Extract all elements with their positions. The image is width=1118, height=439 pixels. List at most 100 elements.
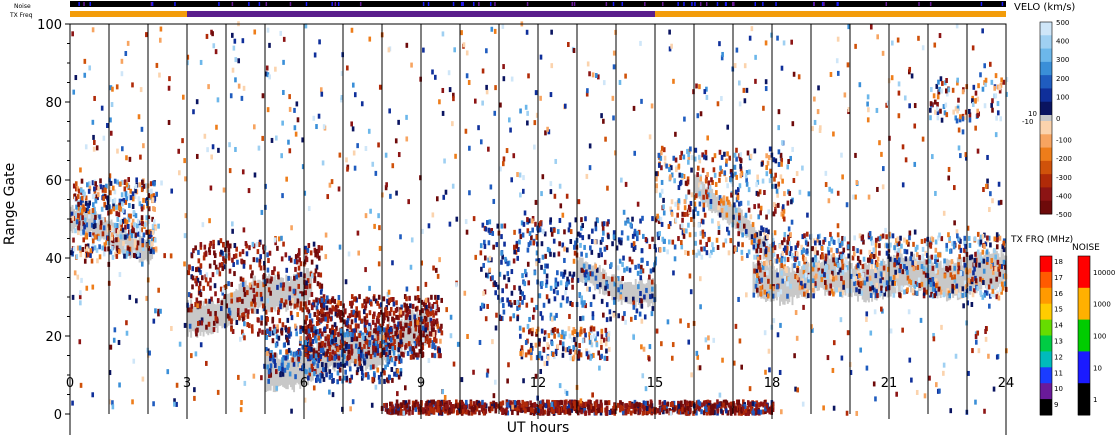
ground-scatter-cell: [723, 199, 726, 220]
velocity-point: [103, 242, 107, 248]
velocity-point: [512, 313, 516, 319]
velocity-point: [938, 86, 941, 92]
velocity-point: [912, 266, 916, 272]
velocity-point: [304, 351, 308, 357]
velocity-point: [486, 273, 490, 279]
velocity-point: [557, 407, 561, 413]
velocity-point: [530, 342, 533, 348]
velocity-point: [349, 324, 352, 330]
velocity-point: [528, 406, 532, 412]
velocity-point: [759, 205, 763, 211]
velocity-point: [957, 262, 960, 268]
velocity-point: [753, 401, 757, 407]
velocity-point: [363, 335, 367, 341]
velocity-point: [657, 152, 661, 158]
velocity-point: [85, 246, 89, 252]
velocity-point: [194, 302, 197, 308]
velocity-point: [618, 258, 622, 264]
velocity-point: [260, 296, 264, 302]
velocity-point: [187, 292, 191, 298]
velocity-point: [299, 305, 302, 311]
velocity-point: [428, 338, 432, 344]
velocity-point: [540, 355, 544, 361]
velocity-point: [807, 191, 811, 197]
velocity-point: [231, 328, 235, 334]
velocity-point: [534, 221, 537, 227]
velocity-point: [998, 85, 1001, 91]
velocity-point: [281, 357, 284, 363]
velocity-point: [516, 255, 520, 261]
velocity-point: [318, 328, 322, 334]
velocity-point: [108, 399, 112, 405]
velocity-point: [908, 278, 911, 284]
velocity-point: [951, 283, 954, 289]
velocity-point: [900, 262, 904, 268]
velocity-point: [128, 203, 131, 209]
velocity-point: [821, 268, 824, 274]
velocity-point: [306, 307, 309, 313]
ground-scatter-cell: [577, 260, 579, 278]
velocity-point: [424, 316, 428, 322]
velocity-point: [274, 326, 278, 332]
velocity-point: [339, 300, 342, 306]
velocity-point: [408, 295, 411, 301]
velocity-point: [442, 406, 446, 412]
velocity-point: [722, 200, 725, 206]
velocity-point: [735, 147, 738, 153]
velocity-point: [619, 284, 623, 290]
velocity-point: [538, 227, 542, 233]
velocity-point: [208, 243, 212, 249]
velocity-point: [227, 255, 231, 261]
ground-scatter-cell: [970, 255, 973, 292]
velocity-point: [124, 199, 128, 205]
velocity-point: [715, 190, 718, 196]
velocity-point: [971, 98, 974, 104]
velocity-point: [411, 409, 414, 415]
velocity-point: [264, 183, 267, 189]
velocity-point: [526, 407, 529, 413]
velocity-point: [835, 247, 839, 253]
velocity-point: [337, 294, 341, 300]
ground-scatter-cell: [811, 265, 814, 290]
velocity-point: [873, 309, 877, 315]
velocity-point: [350, 294, 354, 300]
velocity-point: [283, 367, 287, 373]
velocity-point: [187, 307, 190, 313]
velocity-point: [214, 315, 218, 321]
velocity-point: [501, 407, 505, 413]
velocity-point: [723, 403, 727, 409]
velocity-point: [273, 358, 276, 364]
velocity-point: [328, 351, 332, 357]
velocity-point: [771, 237, 775, 243]
velocity-point: [318, 255, 321, 261]
velocity-point: [932, 332, 935, 338]
velocity-point: [120, 222, 123, 228]
noise-fleck: [662, 2, 664, 6]
velocity-point: [764, 409, 767, 415]
ground-scatter-cell: [855, 266, 858, 297]
velocity-point: [682, 403, 685, 409]
velocity-point: [293, 303, 297, 309]
velocity-point: [937, 235, 940, 241]
velocity-point: [607, 333, 610, 339]
velocity-point: [298, 257, 302, 263]
velocity-point: [331, 392, 335, 398]
velocity-point: [821, 254, 824, 260]
velocity-point: [320, 245, 323, 251]
velocity-point: [936, 110, 940, 116]
velocity-point: [338, 244, 342, 250]
velocity-point: [583, 401, 587, 407]
velocity-point: [663, 238, 666, 244]
velocity-point: [230, 326, 233, 332]
ground-scatter-cell: [944, 263, 947, 297]
velocity-point: [425, 304, 428, 310]
velocity-point: [702, 202, 706, 208]
velocity-point: [893, 258, 897, 264]
noise-fleck: [289, 2, 292, 6]
ground-scatter-cell: [729, 203, 732, 224]
velocity-point: [252, 257, 256, 263]
velocity-point: [860, 235, 864, 241]
velocity-point: [541, 315, 544, 321]
velocity-point: [94, 181, 97, 187]
velocity-point: [140, 215, 144, 221]
